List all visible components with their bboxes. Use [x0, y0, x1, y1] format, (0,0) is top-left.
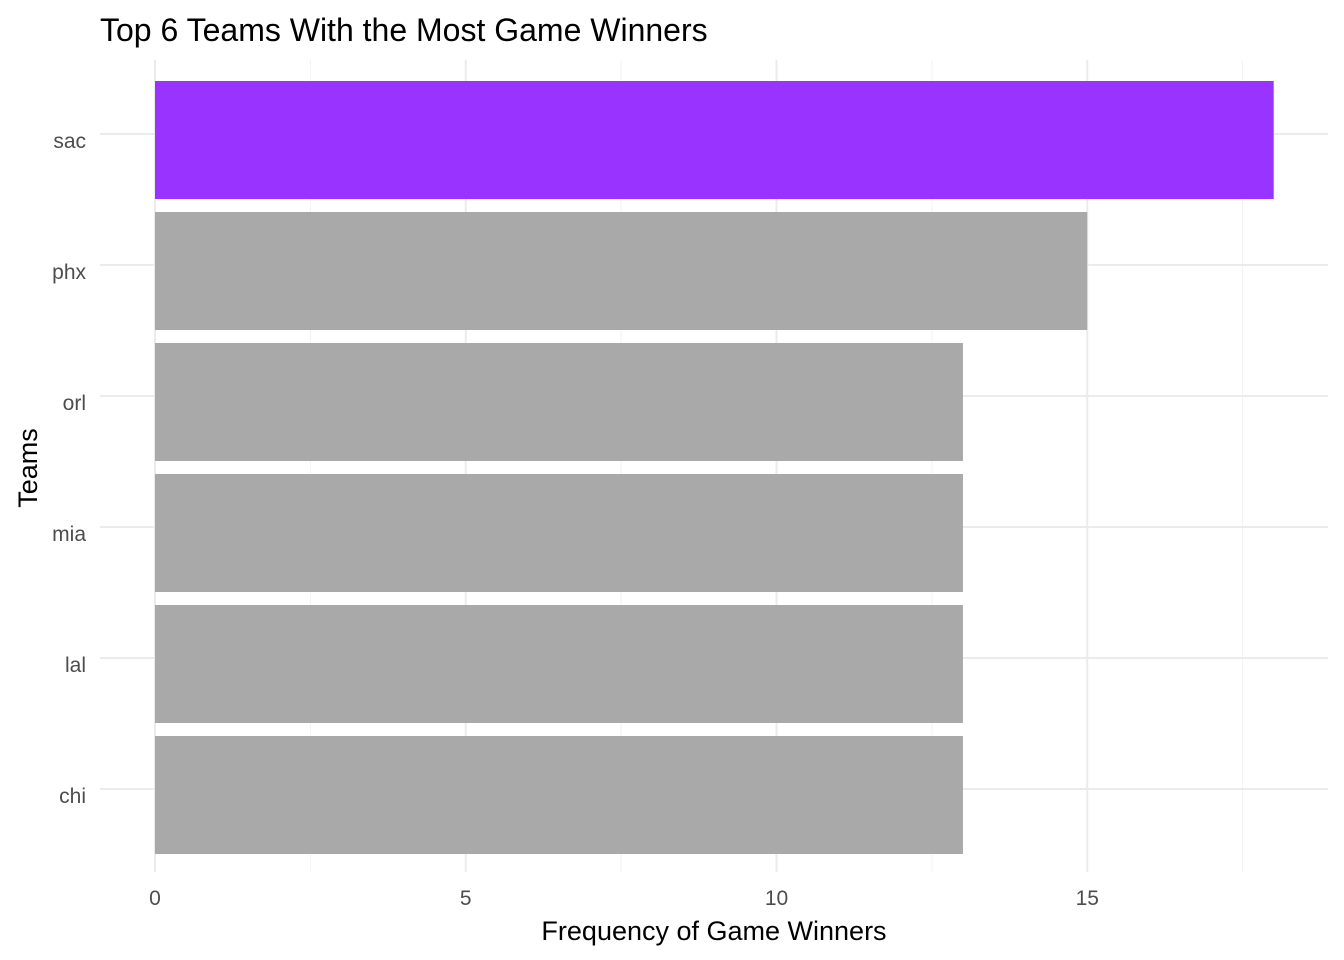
x-axis-title: Frequency of Game Winners [541, 916, 886, 946]
y-tick-label-chi: chi [59, 785, 86, 808]
y-tick-label-phx: phx [52, 261, 86, 284]
y-axis-title: Teams [13, 428, 43, 508]
y-tick-label-lal: lal [65, 654, 86, 677]
chart-title: Top 6 Teams With the Most Game Winners [100, 12, 708, 48]
y-tick-label-orl: orl [63, 392, 86, 415]
bar-orl [155, 343, 963, 461]
bar-sac [155, 81, 1274, 199]
bar-chi [155, 736, 963, 854]
x-axis-tick-labels: 0 5 10 15 [149, 887, 1099, 910]
x-tick-label-10: 10 [765, 887, 788, 910]
bars [155, 81, 1274, 854]
x-tick-label-5: 5 [460, 887, 472, 910]
y-axis-tick-labels: sac phx orl mia lal chi [52, 130, 86, 808]
x-tick-label-15: 15 [1076, 887, 1099, 910]
y-tick-label-mia: mia [52, 523, 86, 546]
bar-mia [155, 474, 963, 592]
bar-phx [155, 212, 1088, 330]
x-tick-label-0: 0 [149, 887, 161, 910]
y-tick-label-sac: sac [53, 130, 86, 153]
bar-lal [155, 605, 963, 723]
